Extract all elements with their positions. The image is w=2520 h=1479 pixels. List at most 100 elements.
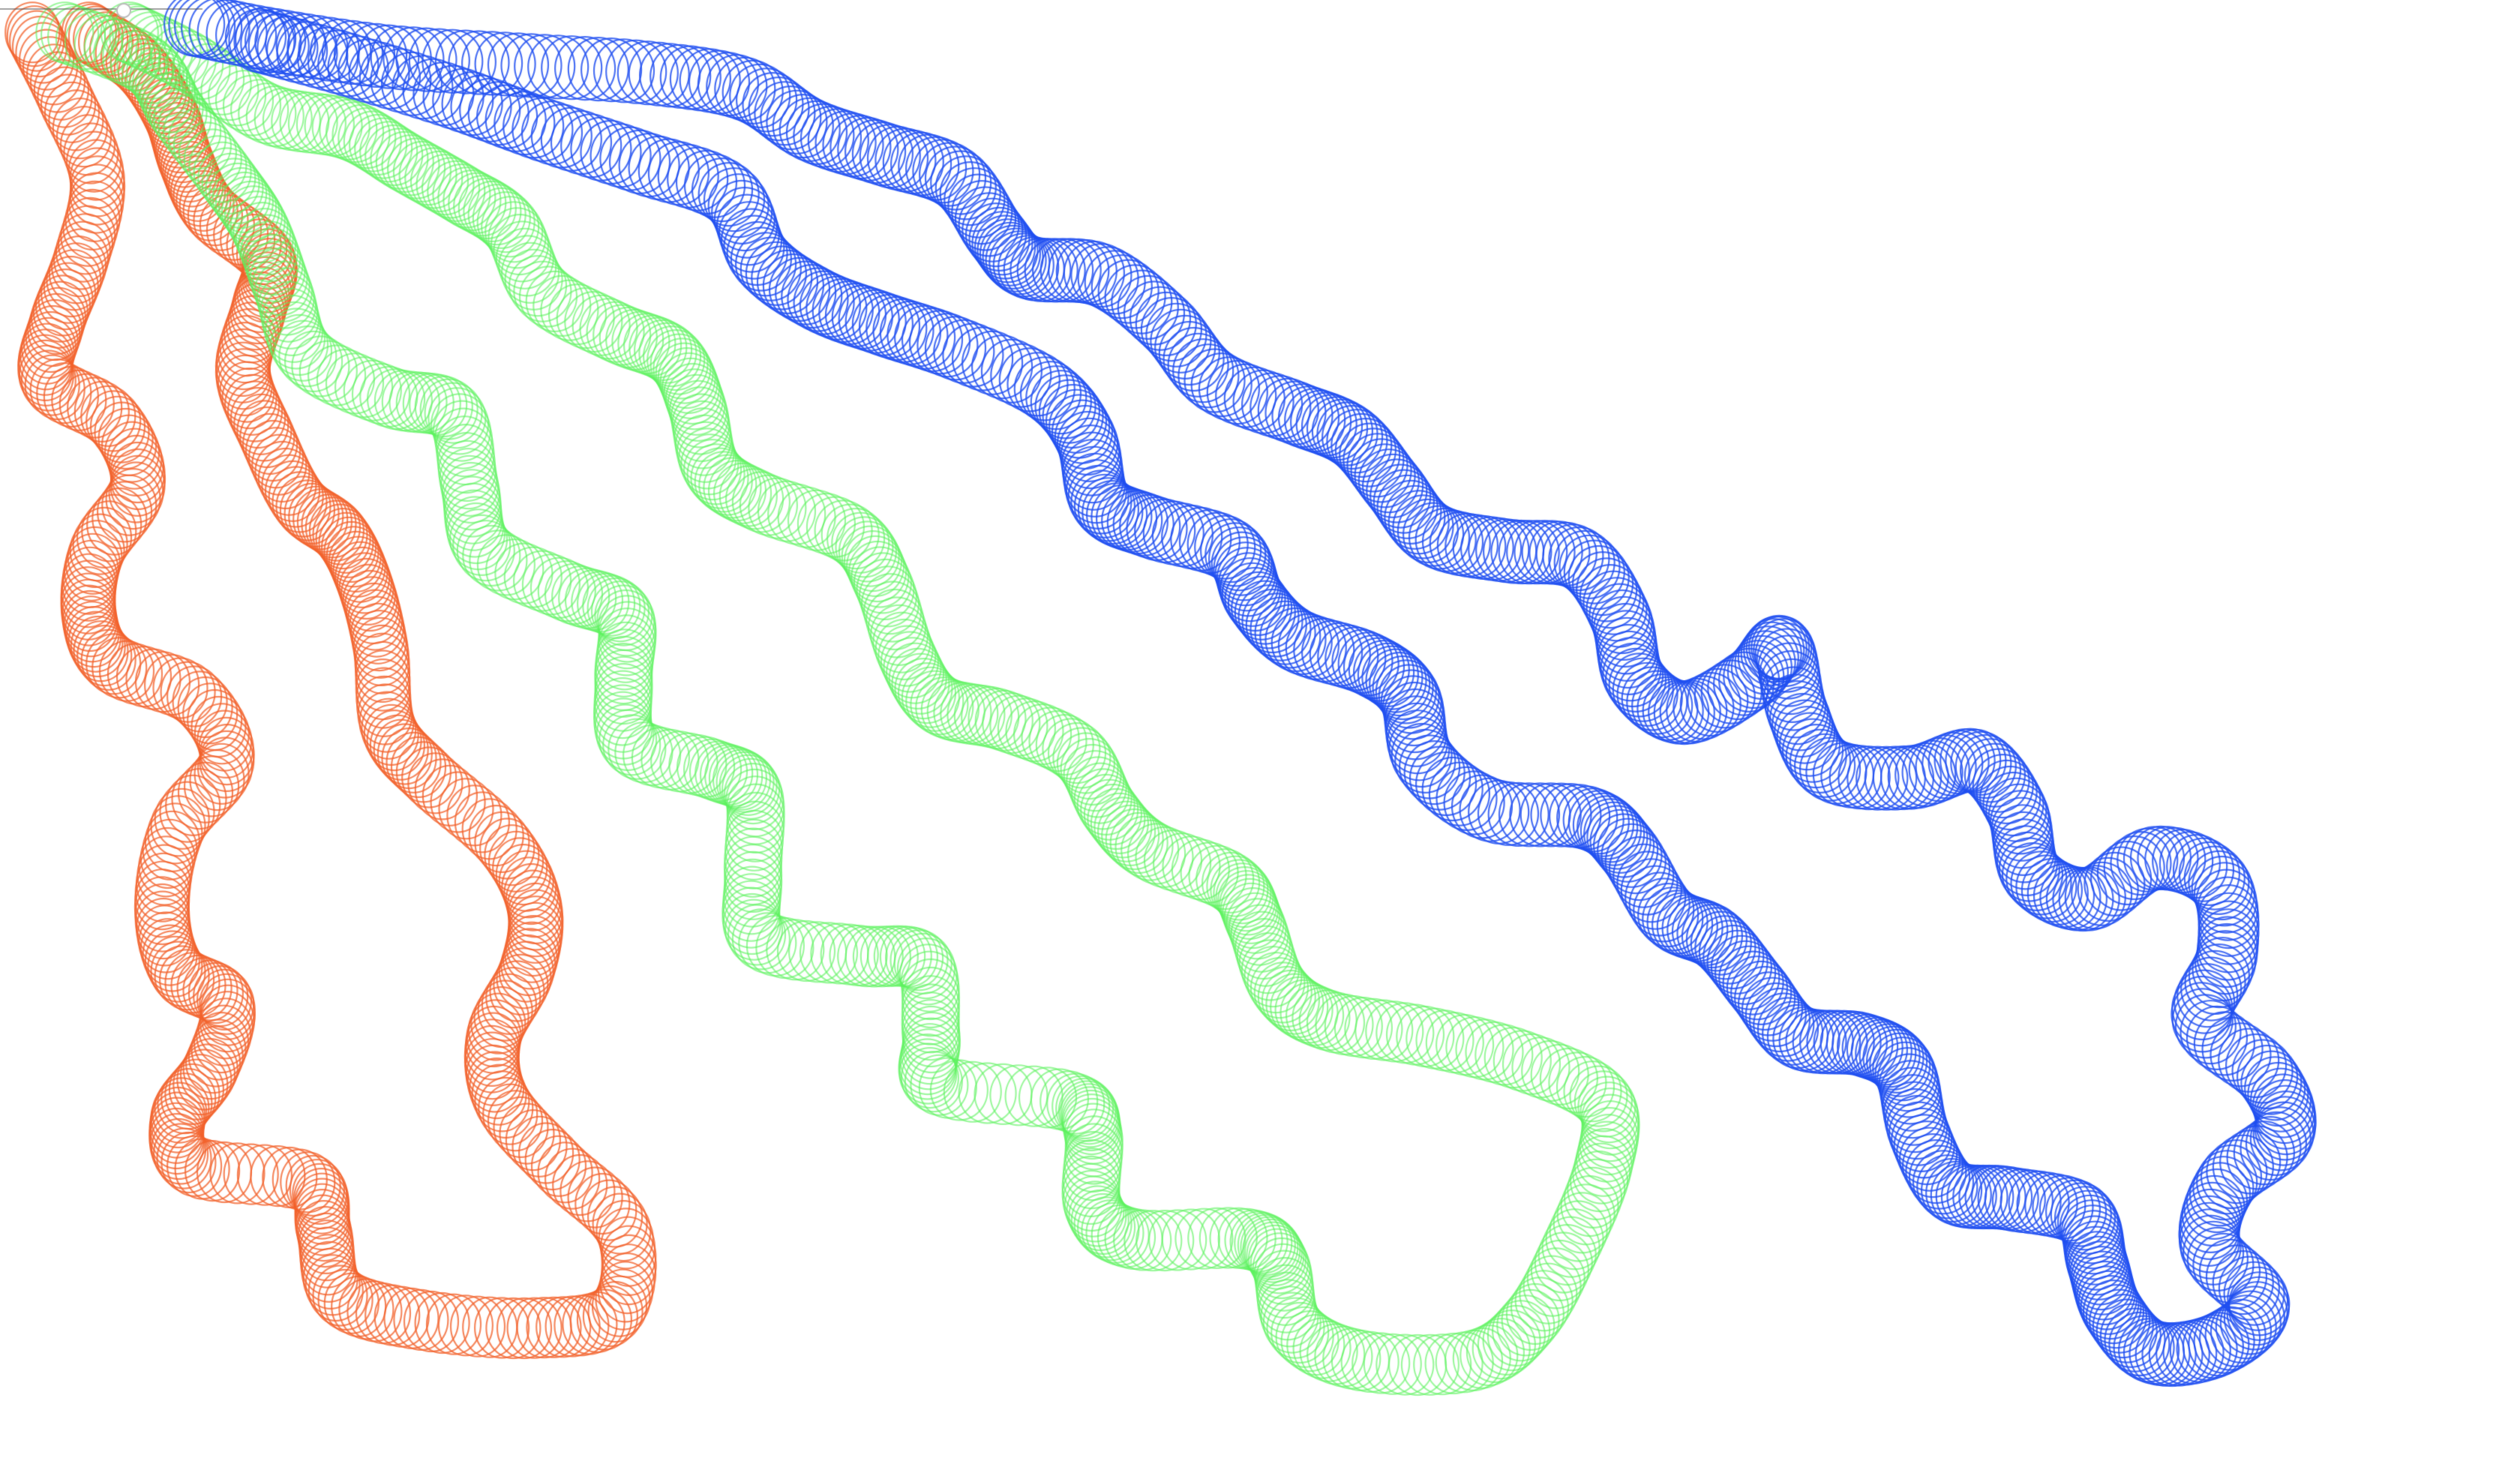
orange-trail-circle bbox=[188, 1025, 244, 1088]
orange-trail-circle bbox=[189, 748, 245, 812]
blue-trail-circle bbox=[1766, 1004, 1828, 1070]
orange-trail-circle bbox=[304, 496, 361, 559]
orange-trail-circle bbox=[474, 811, 530, 874]
blue-trail-circle bbox=[2223, 1261, 2285, 1326]
blue-trail-circle bbox=[793, 103, 855, 168]
orange-trail-circle bbox=[601, 1234, 657, 1297]
orange-trail-circle bbox=[154, 945, 210, 1007]
blue-trail-circle bbox=[1024, 238, 1086, 303]
blue-trail-circle bbox=[228, 8, 290, 74]
green-trail-circle bbox=[188, 135, 248, 197]
green-trail-circle bbox=[1229, 1210, 1288, 1273]
blue-trail-circle bbox=[1070, 243, 1132, 308]
blue-trail-circle bbox=[1498, 520, 1560, 585]
orange-trail-circle bbox=[89, 395, 146, 458]
blue-trail-circle bbox=[924, 316, 987, 381]
green-trail-circle bbox=[1415, 1010, 1474, 1072]
green-trail-circle bbox=[704, 745, 764, 808]
orange-trail-circle bbox=[485, 1297, 542, 1360]
green-trail-circle bbox=[456, 520, 515, 582]
green-trail-circle bbox=[898, 1042, 958, 1105]
blue-trail-circle bbox=[1520, 782, 1582, 848]
green-trail-circle bbox=[1363, 1333, 1422, 1395]
green-trail-circle bbox=[476, 534, 536, 596]
green-trail-circle bbox=[1213, 862, 1272, 925]
orange-trail-circle bbox=[461, 798, 518, 860]
orange-trail-circle bbox=[230, 386, 286, 449]
blue-trail-circle bbox=[1846, 746, 1909, 811]
handle-dot-icon[interactable] bbox=[116, 3, 131, 18]
blue-trail-circle bbox=[1390, 722, 1453, 788]
blue-trail-circle bbox=[1030, 370, 1092, 435]
green-trail-circle bbox=[35, 2, 94, 64]
green-trail-circle bbox=[1148, 1209, 1208, 1271]
orange-trail-circle bbox=[160, 1131, 217, 1194]
orange-trail-circle bbox=[176, 957, 232, 1019]
blue-trail-circle bbox=[912, 139, 974, 204]
green-trail-circle bbox=[787, 489, 847, 551]
blue-trail-circle bbox=[1038, 379, 1101, 444]
green-trail-circle bbox=[731, 471, 791, 533]
orange-trail-circle bbox=[248, 427, 304, 489]
blue-trail-circle bbox=[1042, 383, 1104, 449]
green-trail-circle bbox=[874, 618, 934, 681]
blue-trail-circle bbox=[1172, 338, 1234, 404]
green-trail-circle bbox=[727, 904, 787, 966]
blue-trail-circle bbox=[726, 220, 788, 286]
blue-trail-circle bbox=[2188, 1312, 2250, 1377]
green-trail-circle bbox=[148, 82, 208, 145]
green-trail-circle bbox=[1047, 722, 1107, 784]
green-trail-circle bbox=[214, 171, 274, 233]
blue-circle-trail bbox=[164, 0, 2317, 1388]
blue-trail-circle bbox=[711, 179, 773, 244]
blue-trail-circle bbox=[570, 116, 632, 182]
blue-trail-circle bbox=[1326, 409, 1388, 474]
green-trail-circle bbox=[900, 1046, 960, 1109]
orange-trail-circle bbox=[209, 1142, 266, 1204]
blue-trail-circle bbox=[1789, 728, 1852, 794]
green-trail-circle bbox=[835, 516, 894, 578]
blue-trail-circle bbox=[964, 202, 1028, 268]
blue-trail-circle bbox=[985, 227, 1047, 292]
orange-trail-circle bbox=[147, 802, 203, 865]
blue-trail-circle bbox=[1045, 388, 1108, 454]
green-trail-circle bbox=[266, 308, 326, 370]
green-trail-circle bbox=[224, 185, 283, 248]
green-trail-circle bbox=[364, 124, 424, 187]
orange-trail-circle bbox=[493, 1096, 549, 1159]
green-trail-circle bbox=[1064, 1175, 1123, 1238]
blue-trail-circle bbox=[1530, 782, 1592, 848]
blue-trail-circle bbox=[1838, 746, 1900, 811]
blue-trail-circle bbox=[2186, 1226, 2248, 1292]
orange-trail-circle bbox=[37, 66, 93, 128]
green-trail-circle bbox=[796, 492, 856, 555]
green-trail-circle bbox=[172, 38, 231, 100]
blue-trail-circle bbox=[1642, 886, 1704, 952]
green-trail-circle bbox=[1548, 1052, 1607, 1114]
blue-trail-circle bbox=[560, 113, 622, 178]
blue-trail-circle bbox=[1972, 753, 2034, 819]
orange-trail-circle bbox=[153, 1123, 209, 1185]
blue-trail-circle bbox=[667, 146, 729, 212]
blue-trail-circle bbox=[766, 89, 828, 154]
green-trail-circle bbox=[1376, 1334, 1435, 1396]
blue-trail-circle bbox=[998, 347, 1060, 412]
green-trail-circle bbox=[958, 1062, 1017, 1124]
green-trail-circle bbox=[432, 164, 491, 226]
green-trail-circle bbox=[1246, 1224, 1305, 1287]
green-trail-circle bbox=[424, 382, 483, 444]
blue-trail-circle bbox=[844, 289, 907, 354]
green-trail-circle bbox=[1466, 1321, 1526, 1384]
green-trail-circle bbox=[469, 530, 528, 592]
orange-trail-circle bbox=[279, 479, 335, 542]
blue-trail-circle bbox=[1019, 361, 1082, 426]
blue-trail-circle bbox=[1408, 505, 1471, 570]
blue-trail-circle bbox=[698, 162, 760, 227]
blue-trail-circle bbox=[1231, 575, 1293, 640]
orange-trail-circle bbox=[150, 795, 206, 857]
orange-trail-circle bbox=[437, 1294, 494, 1357]
top-left-handle[interactable] bbox=[0, 3, 202, 18]
green-trail-circle bbox=[642, 326, 702, 388]
orange-trail-circle bbox=[184, 1139, 241, 1202]
